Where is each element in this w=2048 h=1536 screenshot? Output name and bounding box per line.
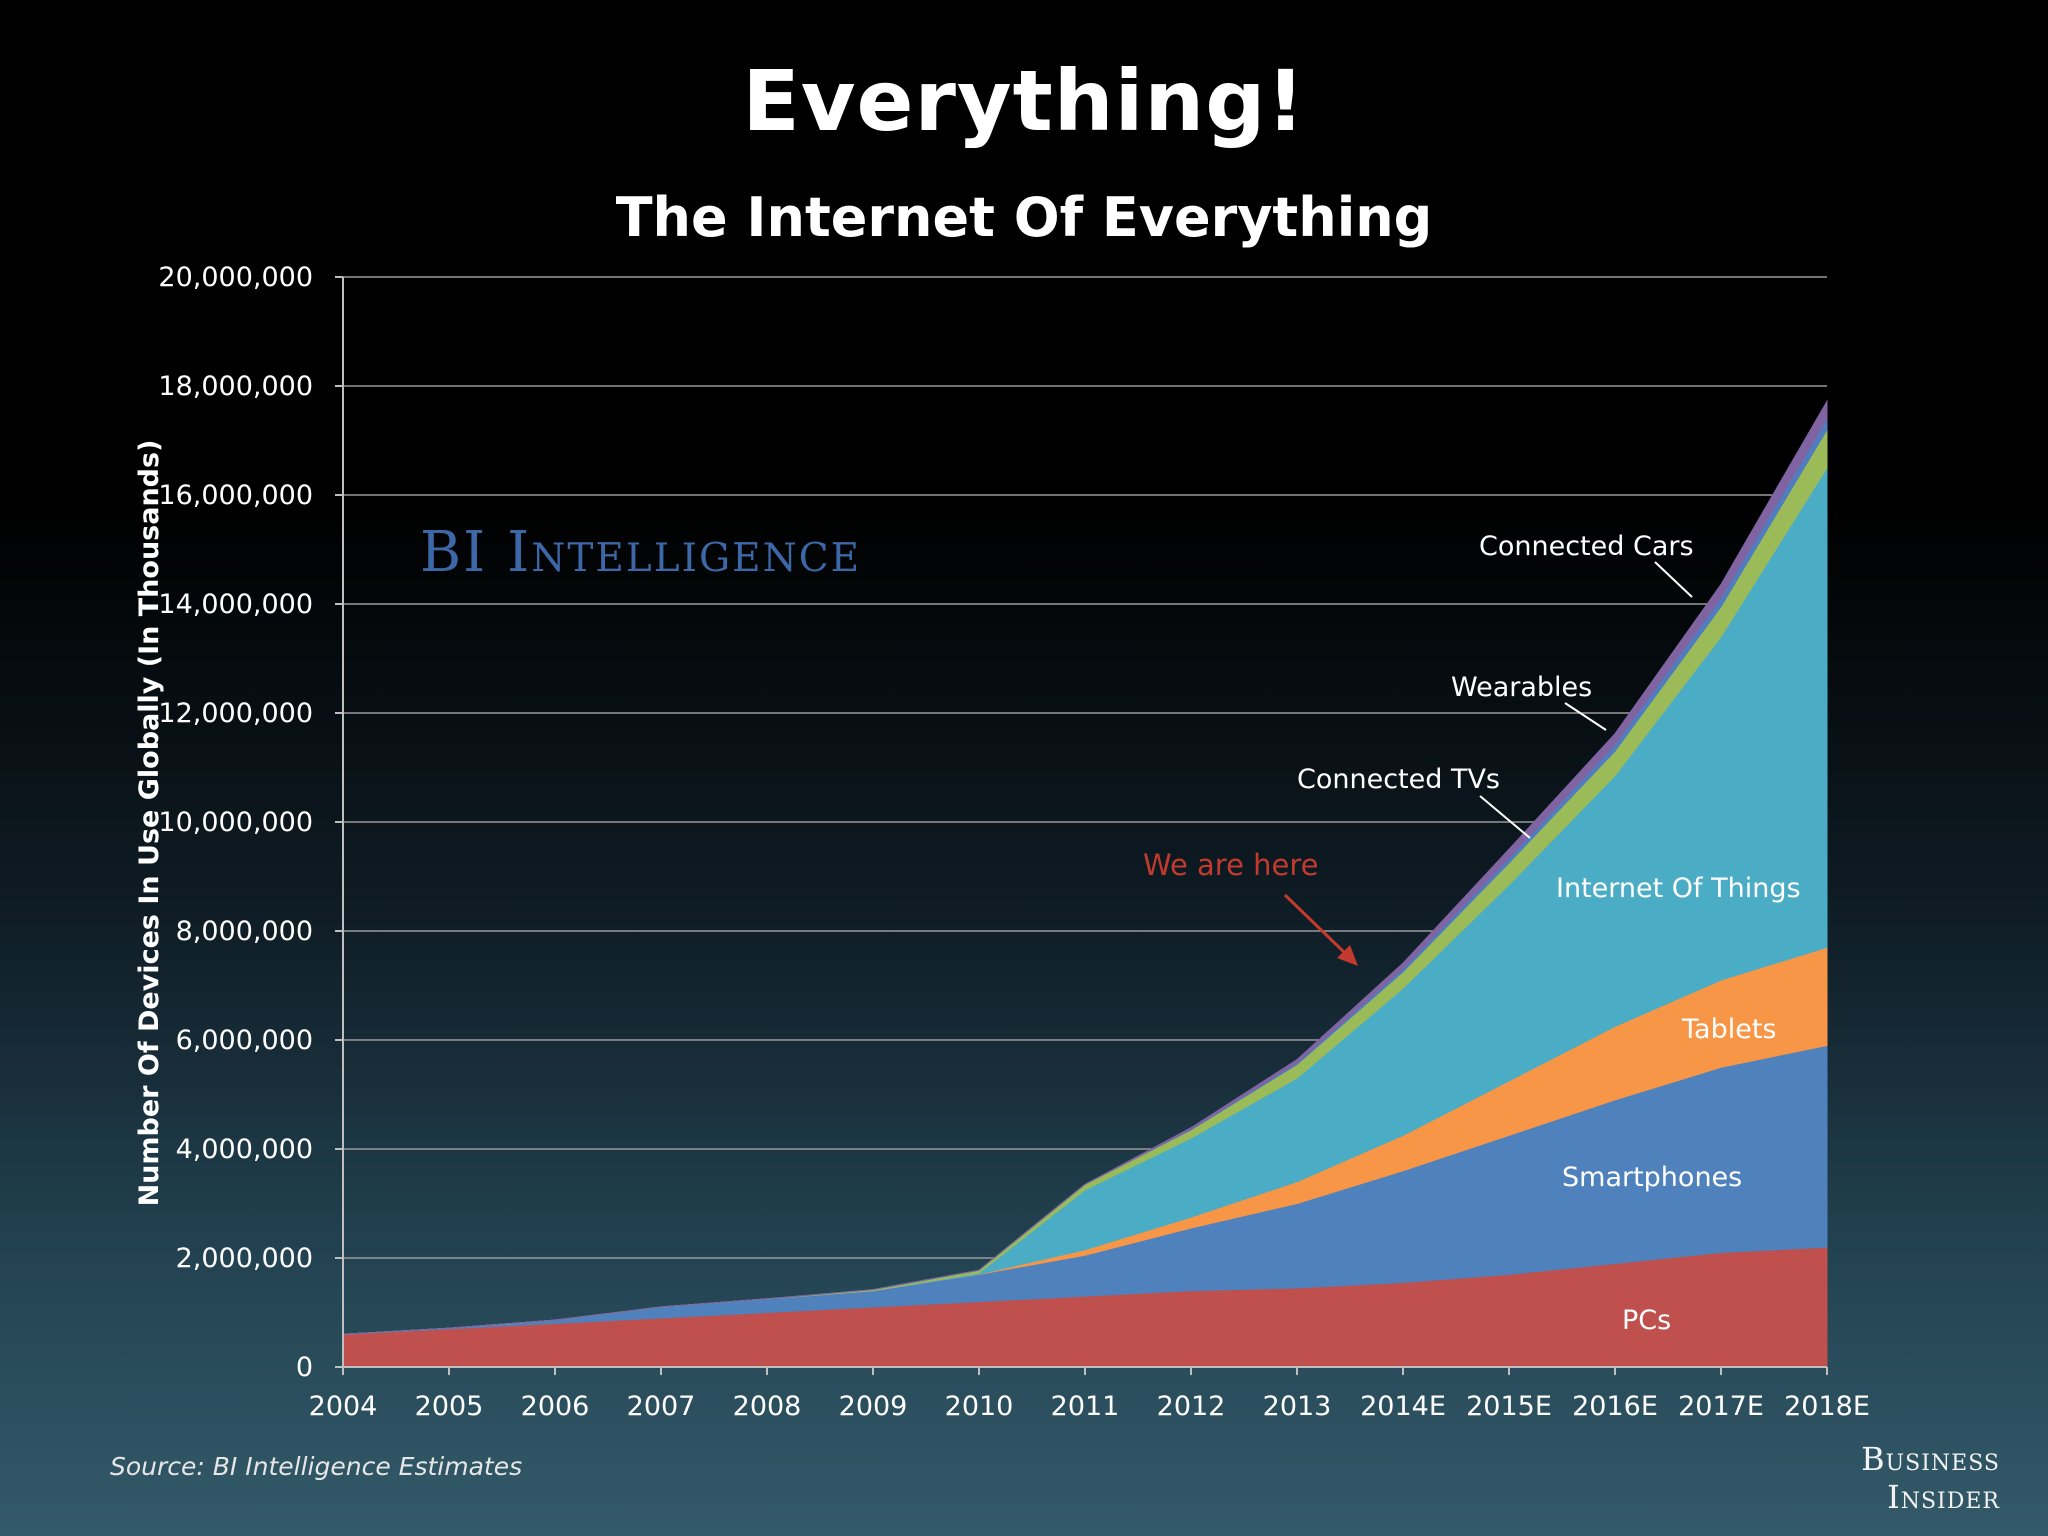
x-tick-label-11: 2015E <box>1466 1391 1552 1422</box>
series-label-iot: Internet Of Things <box>1556 873 1801 904</box>
x-tick-label-13: 2017E <box>1678 1391 1764 1422</box>
x-tick-label-7: 2011 <box>1051 1391 1120 1422</box>
series-label-connected-cars: Connected Cars <box>1479 531 1694 562</box>
x-tick-label-0: 2004 <box>309 1391 378 1422</box>
source-note: Source: BI Intelligence Estimates <box>110 1452 523 1481</box>
x-tick-label-12: 2016E <box>1572 1391 1658 1422</box>
x-tick-label-10: 2014E <box>1360 1391 1446 1422</box>
x-ticks: 2004 2005 2006 2007 2008 2009 2010 2011 2012 2013… <box>309 1367 1870 1422</box>
y-tick-label-0: 0 <box>296 1352 313 1383</box>
y-tick-label-7: 14,000,000 <box>158 589 313 620</box>
bi-intelligence-watermark: BI Intelligence <box>420 520 862 585</box>
business-insider-logo: Business Insider <box>1800 1440 2000 1516</box>
series-label-wearables: Wearables <box>1451 672 1592 703</box>
y-tick-label-3: 6,000,000 <box>176 1025 313 1056</box>
y-tick-label-8: 16,000,000 <box>158 480 313 511</box>
y-tick-label-1: 2,000,000 <box>176 1243 313 1274</box>
y-axis-label: Number Of Devices In Use Globally (In Th… <box>134 440 165 1207</box>
x-tick-label-8: 2012 <box>1157 1391 1226 1422</box>
we-are-here-annotation: We are here <box>1143 848 1319 882</box>
leader-line-wearables <box>1564 702 1607 731</box>
y-tick-label-2: 4,000,000 <box>176 1134 313 1165</box>
y-tick-label-10: 20,000,000 <box>158 262 313 293</box>
series-label-connected-tvs: Connected TVs <box>1297 764 1500 795</box>
leader-line-connected-tvs <box>1479 795 1531 839</box>
series-label-smartphones: Smartphones <box>1562 1162 1742 1193</box>
y-tick-label-5: 10,000,000 <box>158 807 313 838</box>
x-tick-label-14: 2018E <box>1784 1391 1870 1422</box>
series-label-pcs: PCs <box>1622 1305 1671 1336</box>
area-connected-cars <box>342 399 1828 1335</box>
y-tick-label-9: 18,000,000 <box>158 371 313 402</box>
chart-title: The Internet Of Everything <box>615 186 1433 249</box>
x-tick-label-2: 2006 <box>521 1391 590 1422</box>
x-tick-label-3: 2007 <box>627 1391 696 1422</box>
series-label-tablets: Tablets <box>1681 1014 1776 1045</box>
x-tick-label-4: 2008 <box>733 1391 802 1422</box>
we-are-here-arrow <box>1283 893 1349 957</box>
y-tick-label-6: 12,000,000 <box>158 698 313 729</box>
leader-line-connected-cars <box>1654 561 1693 598</box>
x-tick-label-6: 2010 <box>945 1391 1014 1422</box>
publisher-line-1: Business <box>1861 1440 2000 1478</box>
slide-title: Everything! <box>742 52 1306 150</box>
x-tick-label-5: 2009 <box>839 1391 908 1422</box>
x-tick-label-1: 2005 <box>415 1391 484 1422</box>
y-tick-label-4: 8,000,000 <box>176 916 313 947</box>
x-tick-label-9: 2013 <box>1263 1391 1332 1422</box>
publisher-line-2: Insider <box>1887 1478 2000 1516</box>
we-are-here-arrowhead <box>1337 945 1358 966</box>
y-ticks: 0 2,000,000 4,000,000 6,000,000 8,000,000 10,… <box>158 262 343 1383</box>
